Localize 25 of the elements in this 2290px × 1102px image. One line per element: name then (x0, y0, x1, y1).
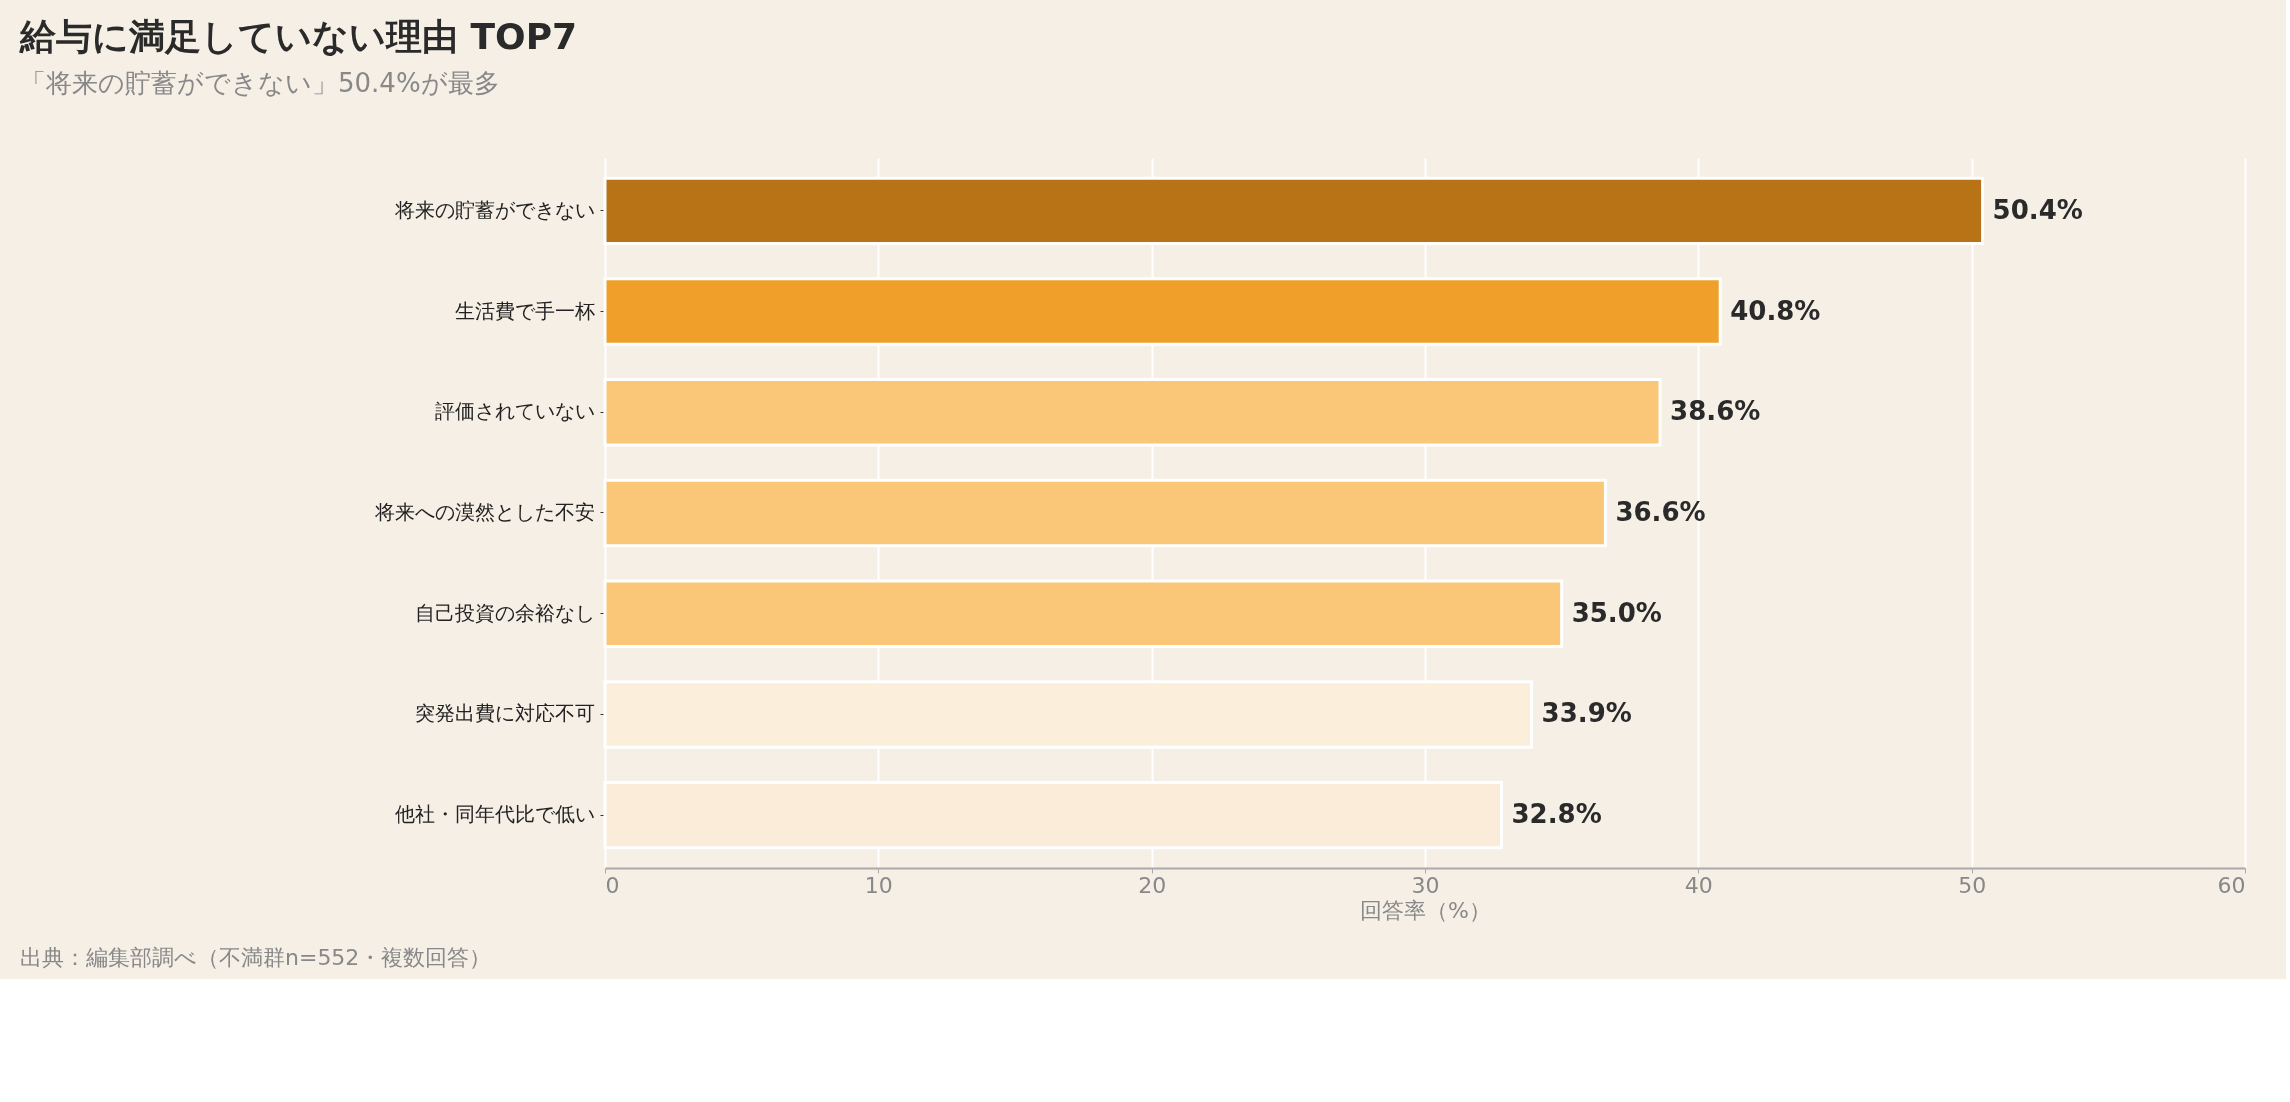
data-label: 38.6% (1670, 396, 1761, 427)
data-label: 35.0% (1571, 597, 1662, 628)
y-tick-label: 他社・同年代比で低い (394, 802, 595, 827)
data-label: 33.9% (1541, 698, 1632, 729)
x-tick-label: 20 (1138, 872, 1167, 898)
y-tick-label: 自己投資の余裕なし (414, 600, 595, 625)
x-tick-label: 30 (1411, 872, 1440, 898)
x-tick-label: 10 (864, 872, 893, 898)
data-label: 32.8% (1511, 799, 1602, 830)
x-tick-label: 0 (605, 872, 620, 898)
data-label: 36.6% (1615, 497, 1706, 527)
y-tick-label: 生活費で手一杯 (454, 298, 595, 323)
y-tick-label: 評価されていない (434, 399, 595, 424)
y-tick-label: 突発出費に対応不可 (414, 701, 595, 726)
text: 「将来の貯蓄ができない」50.4%が最多 (20, 68, 500, 98)
y-tick-label: 将来への漠然とした不安 (373, 500, 595, 524)
x-tick-label: 40 (1684, 872, 1713, 898)
text: 給与に満足していない理由 TOP7 (19, 16, 578, 57)
data-label: 40.8% (1730, 295, 1821, 326)
data-label: 50.4% (1992, 194, 2083, 225)
x-tick-label: 60 (2217, 872, 2246, 898)
x-axis-title: 回答率（%） (1360, 897, 1491, 923)
x-tick-label: 50 (1958, 872, 1987, 898)
source-note: 出典：編集部調べ（不満群n=552・複数回答） (20, 945, 492, 970)
y-tick-label: 将来の貯蓄ができない (393, 197, 595, 222)
